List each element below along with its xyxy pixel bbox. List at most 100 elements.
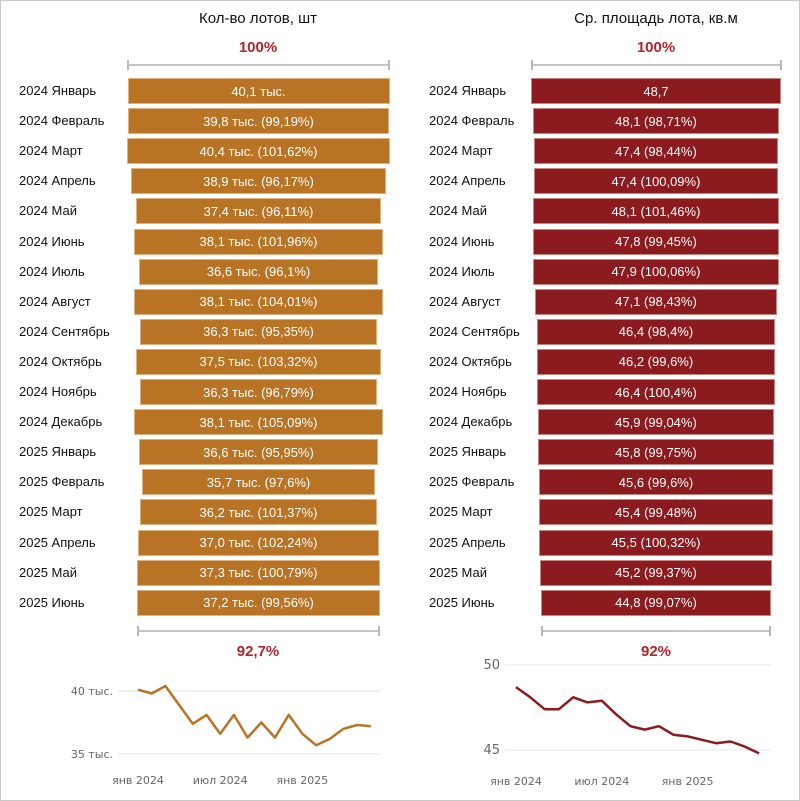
bar-value-label: 44,8 (99,07%) — [615, 595, 697, 611]
bar-value-label: 38,1 тыс. (104,01%) — [199, 294, 318, 310]
series-line — [137, 684, 372, 747]
left-bottom-bracket — [136, 626, 381, 636]
bar-value-label: 40,4 тыс. (101,62%) — [199, 143, 318, 159]
x-tick-label: янв 2024 — [490, 775, 542, 788]
bar-value-label: 40,1 тыс. — [231, 83, 286, 99]
bar-value-label: 48,1 (101,46%) — [611, 203, 701, 219]
funnel-bar: 37,4 тыс. (96,11%) — [136, 198, 381, 225]
left-chart-title: Кол-во лотов, шт — [199, 10, 317, 27]
bar-category-label: 2024 Май — [429, 203, 487, 219]
bar-category-label: 2025 Апрель — [19, 534, 96, 550]
right-top-percent: 100% — [636, 39, 676, 56]
funnel-bar: 36,6 тыс. (95,95%) — [138, 439, 379, 466]
funnel-bar: 38,9 тыс. (96,17%) — [131, 168, 386, 195]
right-bottom-bracket — [541, 626, 771, 636]
funnel-bar: 38,1 тыс. (104,01%) — [134, 288, 383, 315]
funnel-bar: 36,3 тыс. (95,35%) — [139, 318, 378, 345]
right-top-bracket — [531, 60, 782, 70]
bar-category-label: 2024 Декабрь — [429, 414, 513, 430]
funnel-bar: 35,7 тыс. (97,6%) — [141, 469, 376, 496]
funnel-bar: 46,4 (98,4%) — [536, 318, 776, 345]
bar-value-label: 47,8 (99,45%) — [615, 234, 697, 249]
funnel-bar: 45,2 (99,37%) — [539, 559, 772, 586]
bar-category-label: 2025 Апрель — [429, 534, 506, 550]
bar-category-label: 2024 Декабрь — [19, 414, 103, 430]
bar-value-label: 48,7 — [643, 83, 669, 99]
bar-value-label: 45,9 (99,04%) — [615, 414, 697, 430]
bar-value-label: 36,6 тыс. (95,95%) — [203, 444, 314, 460]
funnel-bar: 37,2 тыс. (99,56%) — [136, 589, 381, 616]
bar-category-label: 2025 Май — [19, 564, 77, 580]
left-top-bracket — [127, 60, 390, 70]
bar-value-label: 38,1 тыс. (105,09%) — [199, 414, 318, 430]
bar-value-label: 45,5 (100,32%) — [611, 535, 701, 550]
bar-value-label: 47,4 (98,44%) — [615, 143, 697, 159]
funnel-bar: 48,1 (101,46%) — [532, 198, 780, 225]
bar-value-label: 47,9 (100,06%) — [611, 264, 701, 280]
bar-category-label: 2024 Июль — [19, 263, 85, 279]
funnel-bar: 46,2 (99,6%) — [537, 348, 775, 375]
bar-category-label: 2024 Апрель — [19, 173, 96, 189]
bar-value-label: 37,5 тыс. (103,32%) — [199, 354, 318, 370]
bar-category-label: 2024 Октябрь — [429, 353, 512, 369]
series-line — [515, 686, 760, 755]
funnel-bar: 38,1 тыс. (101,96%) — [134, 228, 383, 255]
funnel-bar: 45,5 (100,32%) — [539, 529, 773, 556]
funnel-bar: 36,2 тыс. (101,37%) — [140, 499, 377, 526]
bar-value-label: 46,2 (99,6%) — [618, 354, 694, 370]
bar-category-label: 2024 Сентябрь — [19, 323, 110, 339]
funnel-bar: 48,7 — [531, 78, 781, 104]
bar-category-label: 2024 Июнь — [19, 233, 85, 249]
bar-value-label: 48,1 (98,71%) — [615, 113, 697, 129]
bar-value-label: 38,1 тыс. (101,96%) — [199, 234, 318, 249]
x-tick-label: янв 2025 — [277, 774, 329, 787]
funnel-bar: 37,5 тыс. (103,32%) — [135, 348, 381, 375]
x-tick-label: июл 2024 — [193, 774, 248, 787]
funnel-bar: 40,1 тыс. — [127, 78, 390, 104]
bar-category-label: 2025 Февраль — [429, 474, 515, 490]
bar-category-label: 2024 Август — [429, 293, 501, 309]
bar-category-label: 2025 Март — [19, 504, 83, 520]
funnel-bar: 45,9 (99,04%) — [538, 409, 774, 436]
funnel-bar: 40,4 тыс. (101,62%) — [126, 138, 391, 165]
funnel-bar: 47,4 (100,09%) — [534, 168, 778, 195]
bar-category-label: 2024 Август — [19, 293, 91, 309]
left-bottom-percent: 92,7% — [236, 643, 280, 660]
bar-category-label: 2024 Ноябрь — [429, 384, 507, 399]
funnel-bar: 45,8 (99,75%) — [538, 439, 774, 466]
funnel-bar: 38,1 тыс. (105,09%) — [134, 409, 383, 436]
funnel-bar: 37,3 тыс. (100,79%) — [136, 559, 381, 586]
bar-category-label: 2024 Июнь — [429, 233, 495, 249]
bar-category-label: 2024 Февраль — [19, 113, 105, 129]
bar-value-label: 45,2 (99,37%) — [615, 565, 697, 581]
funnel-bar: 47,4 (98,44%) — [534, 138, 778, 165]
bar-category-label: 2025 Март — [429, 504, 493, 520]
bar-category-label: 2025 Январь — [429, 444, 507, 460]
bar-category-label: 2025 Июнь — [19, 594, 85, 610]
bar-category-label: 2024 Июль — [429, 263, 495, 279]
bar-category-label: 2025 Июнь — [429, 594, 495, 610]
funnel-bar: 39,8 тыс. (99,19%) — [128, 108, 389, 135]
bar-value-label: 36,6 тыс. (96,1%) — [206, 264, 311, 280]
bar-value-label: 39,8 тыс. (99,19%) — [203, 113, 314, 129]
bar-category-label: 2025 Май — [429, 564, 487, 580]
bar-category-label: 2024 Ноябрь — [19, 384, 97, 399]
bar-category-label: 2024 Март — [429, 143, 493, 159]
funnel-bar: 47,1 (98,43%) — [535, 288, 777, 315]
bar-category-label: 2024 Январь — [19, 83, 97, 98]
bar-value-label: 45,6 (99,6%) — [618, 474, 694, 490]
y-tick-label: 45 — [483, 743, 500, 758]
funnel-bar: 47,8 (99,45%) — [533, 228, 779, 255]
funnel-bar: 36,3 тыс. (96,79%) — [139, 379, 378, 405]
funnel-bar: 45,4 (99,48%) — [539, 499, 773, 526]
y-tick-label: 35 тыс. — [71, 748, 113, 761]
left-top-percent: 100% — [238, 39, 278, 56]
bar-value-label: 37,2 тыс. (99,56%) — [203, 595, 314, 611]
funnel-bar: 46,4 (100,4%) — [536, 379, 776, 405]
bar-value-label: 46,4 (98,4%) — [618, 324, 694, 340]
bar-value-label: 37,3 тыс. (100,79%) — [199, 565, 318, 581]
x-tick-label: янв 2024 — [112, 774, 164, 787]
bar-category-label: 2024 Февраль — [429, 113, 515, 129]
bar-value-label: 37,4 тыс. (96,11%) — [203, 203, 314, 219]
funnel-bar: 48,1 (98,71%) — [532, 108, 780, 135]
